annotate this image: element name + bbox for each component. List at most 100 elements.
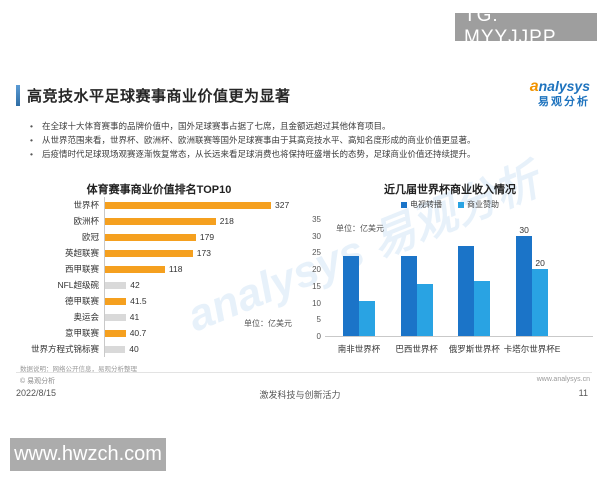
title-accent-bar — [16, 85, 20, 106]
right-chart-bar-tv — [516, 235, 533, 336]
footer-slogan: 激发科技与创新活力 — [259, 390, 341, 400]
page-title: 高竞技水平足球赛事商业价值更为显著 — [27, 88, 291, 105]
right-chart-x-label: 俄罗斯世界杯 — [448, 344, 500, 354]
bullet-dot: • — [30, 135, 33, 145]
left-chart-row: 欧洲杯 218 — [16, 213, 302, 229]
left-chart-value-label: 218 — [219, 216, 234, 226]
footer-divider — [16, 372, 592, 373]
left-chart-title: 体育赛事商业价值排名TOP10 — [86, 184, 232, 196]
left-chart-row: 世界方程式锦标赛 40 — [16, 341, 302, 357]
logo-a-icon: a — [529, 78, 539, 95]
bullet-text: 从世界范围来看，世界杯、欧洲杯、欧洲联赛等国外足球赛事由于其高竞技水平、高知名度… — [42, 135, 476, 145]
bullet-text: 后疫情时代足球现场观赛逐渐恢复常态，从长远来看足球消费也将保持旺盛增长的态势，足… — [42, 149, 476, 159]
left-chart-category-label: 世界方程式锦标赛 — [30, 344, 99, 354]
slide-header: 高竞技水平足球赛事商业价值更为显著 — [16, 85, 291, 106]
left-chart-category-label: 欧冠 — [81, 232, 99, 242]
left-chart-bar — [105, 313, 126, 321]
left-chart-row: 德甲联赛 41.5 — [16, 293, 302, 309]
right-chart-bar-tv — [458, 245, 475, 336]
left-chart-bar-area: 40 — [104, 341, 302, 357]
left-chart-bar-area: 179 — [104, 229, 302, 245]
left-chart-bar — [105, 217, 216, 225]
right-chart-unit-label: 单位：亿美元 — [336, 224, 384, 233]
left-chart-bar-area: 173 — [104, 245, 302, 261]
left-chart-value-label: 327 — [275, 200, 290, 210]
left-chart-bar — [105, 249, 193, 257]
logo-chinese-name: 易观分析 — [538, 96, 590, 109]
left-chart-value-label: 40.7 — [129, 328, 147, 338]
left-chart-value-label: 41 — [129, 312, 140, 322]
bullet-dot: • — [30, 121, 33, 131]
left-chart-category-label: 德甲联赛 — [64, 296, 99, 306]
left-chart-row: 世界杯 327 — [16, 197, 302, 213]
left-chart-bar — [105, 345, 126, 353]
bullet-item: • 从世界范围来看，世界杯、欧洲杯、欧洲联赛等国外足球赛事由于其高竞技水平、高知… — [30, 133, 575, 147]
legend-swatch-icon — [401, 201, 407, 208]
analysys-logo: analysys 易观分析 — [530, 78, 590, 109]
site-watermark-badge: www.hwzch.com — [10, 438, 166, 471]
bullet-item: • 后疫情时代足球现场观赛逐渐恢复常态，从长远来看足球消费也将保持旺盛增长的态势… — [30, 147, 575, 161]
left-chart-value-label: 173 — [196, 248, 211, 258]
footer-date: 2022/8/15 — [16, 388, 57, 398]
right-chart-bar-sponsor — [474, 280, 491, 336]
left-chart-value-label: 41.5 — [130, 296, 147, 306]
bullet-text: 在全球十大体育赛事的品牌价值中，国外足球赛事占据了七席，且金额远超过其他体育项目… — [42, 121, 391, 131]
left-chart-bar — [105, 329, 126, 337]
right-chart-y-tick: 30 — [312, 231, 321, 241]
left-chart-bar — [105, 265, 165, 273]
right-bar-chart: 近几届世界杯商业收入情况 电视转播 商业赞助 单位：亿美元 35 30 25 20 15 1… — [305, 178, 595, 368]
logo-wordmark: analysys — [530, 78, 590, 96]
right-chart-x-label: 卡塔尔世界杯E — [503, 344, 561, 354]
left-chart-bar-area: 41 — [104, 309, 302, 325]
left-chart-bar-area: 327 — [104, 197, 302, 213]
left-chart-bar — [105, 201, 271, 209]
legend-label: 商业赞助 — [467, 200, 499, 209]
bullet-item: • 在全球十大体育赛事的品牌价值中，国外足球赛事占据了七席，且金额远超过其他体育… — [30, 119, 575, 133]
left-chart-row: 欧冠 179 — [16, 229, 302, 245]
right-chart-y-tick: 0 — [316, 332, 321, 341]
left-chart-row: 英超联赛 173 — [16, 245, 302, 261]
legend-swatch-icon — [458, 201, 464, 208]
right-chart-title: 近几届世界杯商业收入情况 — [384, 184, 516, 196]
left-chart-bar-area: 118 — [104, 261, 302, 277]
left-chart-category-label: 欧洲杯 — [73, 216, 99, 226]
left-chart-bar — [105, 281, 127, 289]
left-chart-category-label: 西甲联赛 — [64, 264, 99, 274]
left-chart-value-label: 40 — [129, 344, 139, 354]
bullet-list: • 在全球十大体育赛事的品牌价值中，国外足球赛事占据了七席，且金额远超过其他体育… — [30, 119, 575, 161]
left-chart-value-label: 42 — [130, 280, 140, 290]
right-chart-x-label: 南非世界杯 — [337, 344, 381, 354]
right-chart-bar-sponsor — [359, 300, 375, 336]
right-chart-y-tick: 15 — [312, 281, 321, 291]
right-chart-y-tick: 20 — [312, 265, 321, 275]
right-chart-plot-area: 35 30 25 20 15 10 5 0 南非世界杯 巴西世界杯 俄罗斯世界杯 30 20 卡塔尔世界杯… — [312, 215, 593, 354]
left-chart-bar-area: 42 — [104, 277, 302, 293]
left-chart-value-label: 179 — [199, 232, 215, 242]
left-chart-row: 奥运会 41 — [16, 309, 302, 325]
copyright-text: © 易观分析 — [20, 378, 56, 385]
analysys-site-link: www.analysys.cn — [536, 376, 590, 383]
left-chart-row: NFL超级碗 42 — [16, 277, 302, 293]
left-chart-row: 意甲联赛 40.7 — [16, 325, 302, 341]
left-chart-category-label: 奥运会 — [73, 312, 99, 322]
left-chart-bar-area: 41.5 — [104, 293, 302, 309]
left-chart-bar-area: 40.7 — [104, 325, 302, 341]
right-chart-bar-tv — [343, 255, 359, 336]
right-chart-x-label: 巴西世界杯 — [395, 344, 438, 354]
left-chart-category-label: NFL超级碗 — [57, 280, 99, 290]
tg-contact-badge: TG: MYYJJPP — [455, 5, 597, 48]
legend-item: 商业赞助 — [458, 199, 499, 210]
left-chart-row: 西甲联赛 118 — [16, 261, 302, 277]
logo-en-text: nalysys — [538, 78, 590, 94]
left-chart-category-label: 英超联赛 — [64, 248, 99, 258]
legend-label: 电视转播 — [410, 200, 442, 209]
left-chart-bar — [105, 233, 196, 241]
right-chart-y-tick: 5 — [316, 315, 321, 325]
right-chart-bar-sponsor — [416, 284, 433, 336]
left-chart-category-label: 世界杯 — [73, 200, 99, 210]
right-chart-y-tick: 25 — [312, 248, 321, 258]
right-chart-y-tick: 10 — [312, 298, 321, 308]
left-chart-bar — [105, 297, 127, 305]
right-chart-legend: 电视转播 商业赞助 — [305, 199, 595, 210]
